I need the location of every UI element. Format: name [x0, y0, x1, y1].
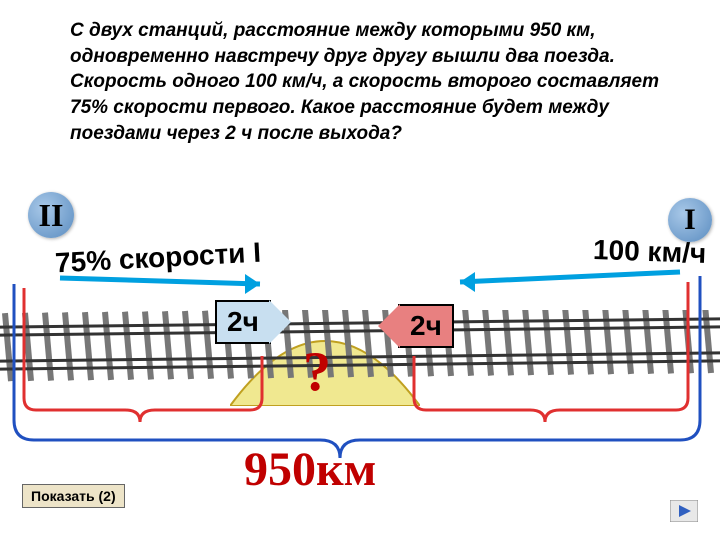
speed-label-II: 75% скорости I: [54, 237, 261, 280]
time-flag-left: 2ч: [215, 300, 271, 344]
problem-text: С двух станций, расстояние между которым…: [70, 18, 660, 146]
time-flag-right-label: 2ч: [398, 304, 454, 348]
show-button[interactable]: Показать (2): [22, 484, 125, 508]
train-badge-I: I: [668, 198, 712, 242]
time-flag-right: 2ч: [398, 304, 454, 348]
question-mark: ?: [303, 340, 331, 404]
direction-arrow-I: [460, 272, 680, 292]
total-distance-label: 950км: [244, 442, 376, 497]
next-button[interactable]: [670, 500, 698, 522]
train-badge-II: II: [28, 192, 74, 238]
time-flag-left-label: 2ч: [215, 300, 271, 344]
railroad-tracks: [0, 310, 720, 390]
